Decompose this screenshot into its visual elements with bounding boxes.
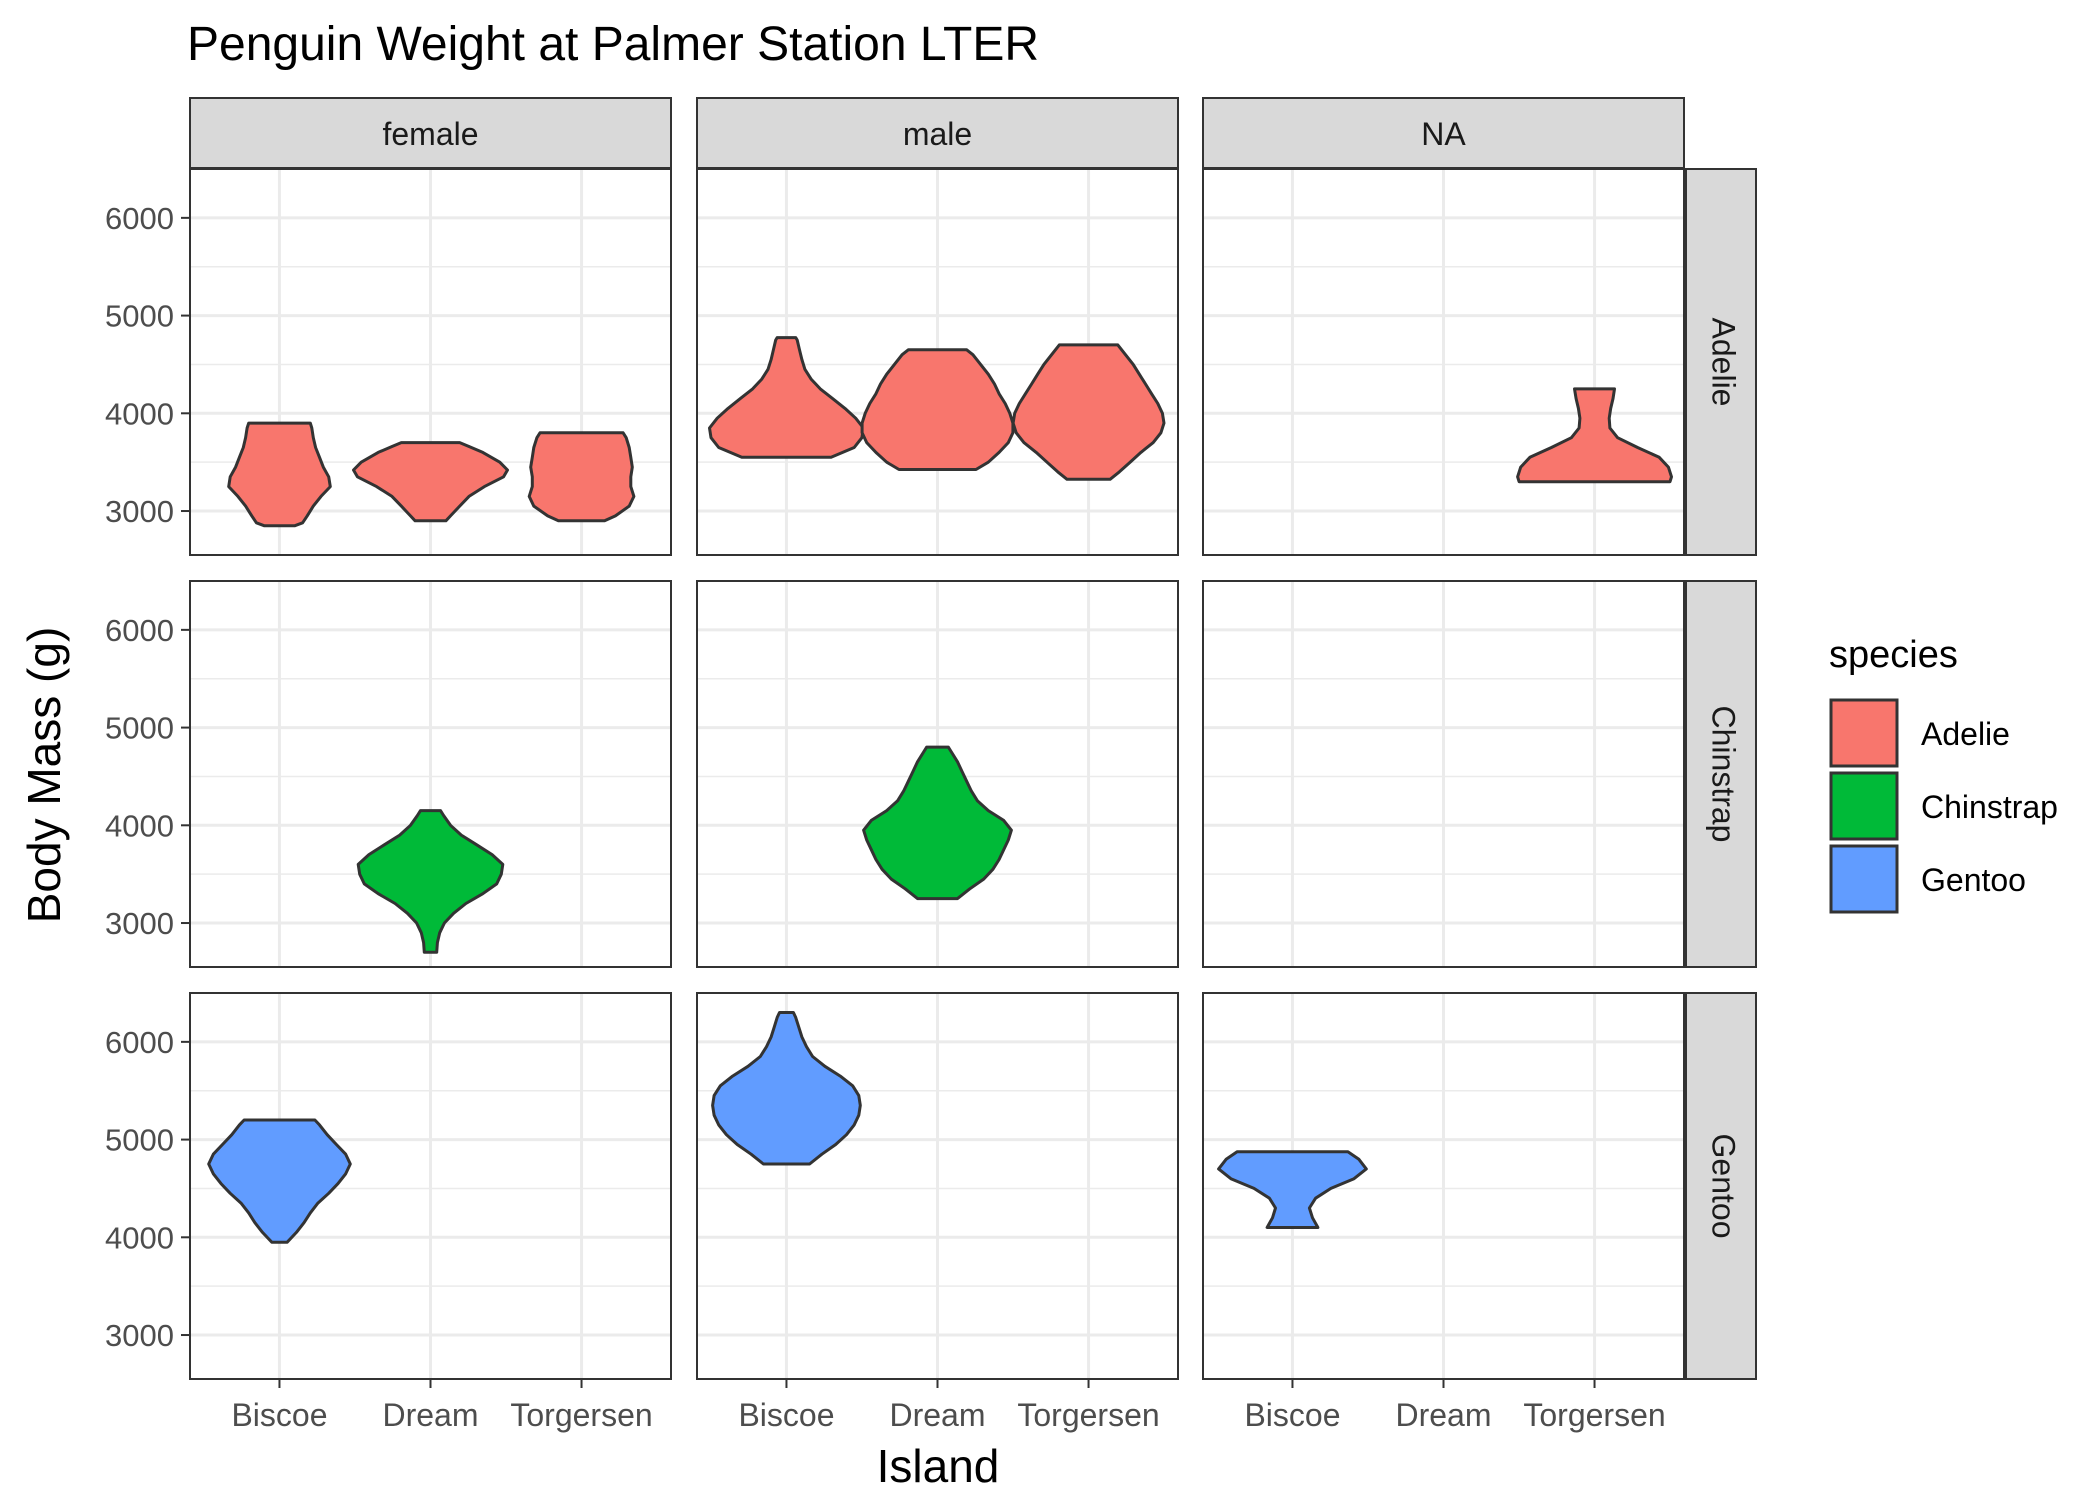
x-tick-label-male-biscoe: Biscoe xyxy=(738,1397,834,1433)
strip-label-gentoo: Gentoo xyxy=(1706,1134,1742,1239)
x-tick-label-female-biscoe: Biscoe xyxy=(231,1397,327,1433)
violin-female-adelie-torgersen xyxy=(527,431,636,523)
strip-label-female: female xyxy=(382,116,478,152)
strip-label-na: NA xyxy=(1421,116,1466,152)
strip-chinstrap-bg xyxy=(1685,580,1757,968)
y-tick-label-chinstrap-5000: 5000 xyxy=(105,711,174,746)
legend: species Adelie Chinstrap Gentoo xyxy=(1829,634,2058,914)
violin-male-adelie-torgersen xyxy=(1011,343,1166,481)
x-tick-label-na-biscoe: Biscoe xyxy=(1244,1397,1340,1433)
y-tick-label-chinstrap-6000: 6000 xyxy=(105,613,174,648)
strip-adelie-bg xyxy=(1685,168,1757,556)
legend-key-chinstrap xyxy=(1829,771,1899,841)
violin-na-gentoo-biscoe xyxy=(1217,1150,1368,1229)
legend-key-adelie xyxy=(1829,698,1899,768)
x-tick-label-male-dream: Dream xyxy=(889,1397,985,1433)
legend-key-gentoo xyxy=(1829,844,1899,914)
y-tick-label-chinstrap-4000: 4000 xyxy=(105,808,174,843)
legend-items: Adelie Chinstrap Gentoo xyxy=(1829,698,2058,914)
violin-male-adelie-biscoe xyxy=(708,336,865,459)
y-tick-label-gentoo-6000: 6000 xyxy=(105,1025,174,1060)
y-tick-label-gentoo-3000: 3000 xyxy=(105,1318,174,1353)
x-tick-label-na-torgersen: Torgersen xyxy=(1523,1397,1665,1433)
panel-na-chinstrap xyxy=(1202,580,1685,968)
violin-female-adelie-dream xyxy=(352,441,509,523)
violin-male-chinstrap-dream xyxy=(862,745,1013,901)
panel-border xyxy=(1202,580,1685,968)
legend-label-gentoo: Gentoo xyxy=(1921,862,2026,898)
y-tick-label-gentoo-5000: 5000 xyxy=(105,1123,174,1158)
strip-na-bg xyxy=(1202,97,1685,169)
y-tick-label-gentoo-4000: 4000 xyxy=(105,1220,174,1255)
panel-na-adelie xyxy=(1202,168,1685,556)
x-axis-label: Island xyxy=(877,1440,1000,1492)
x-tick-label-male-torgersen: Torgersen xyxy=(1017,1397,1159,1433)
y-tick-label-adelie-3000: 3000 xyxy=(105,494,174,529)
y-tick-label-chinstrap-3000: 3000 xyxy=(105,906,174,941)
violins-layer xyxy=(207,336,1673,1244)
legend-label-chinstrap: Chinstrap xyxy=(1921,789,2058,825)
legend-title: species xyxy=(1829,634,1958,676)
strip-label-adelie: Adelie xyxy=(1706,318,1742,407)
y-tick-label-adelie-6000: 6000 xyxy=(105,201,174,236)
legend-label-adelie: Adelie xyxy=(1921,716,2010,752)
x-tick-label-female-dream: Dream xyxy=(382,1397,478,1433)
violin-female-adelie-biscoe xyxy=(227,421,332,528)
chart-title: Penguin Weight at Palmer Station LTER xyxy=(187,18,1039,71)
strip-female-bg xyxy=(189,97,672,169)
violin-na-adelie-torgersen xyxy=(1516,387,1673,484)
y-tick-label-adelie-4000: 4000 xyxy=(105,396,174,431)
axes-layer: 3000 4000 5000 6000 3000 4000 5000 6000 3000 4000… xyxy=(105,201,1666,1433)
panel-border xyxy=(1202,168,1685,556)
panel-border xyxy=(696,168,1179,556)
panel-border xyxy=(189,580,672,968)
y-axis-label: Body Mass (g) xyxy=(18,627,70,924)
panels-layer: female male NA Adelie Chinstrap Gentoo xyxy=(189,97,1757,1380)
y-tick-label-adelie-5000: 5000 xyxy=(105,299,174,334)
x-tick-label-female-torgersen: Torgersen xyxy=(510,1397,652,1433)
strip-gentoo-bg xyxy=(1685,992,1757,1380)
strip-male-bg xyxy=(696,97,1179,169)
violin-female-chinstrap-dream xyxy=(356,809,505,954)
panel-border xyxy=(189,168,672,556)
violin-male-gentoo-biscoe xyxy=(711,1011,862,1166)
x-tick-label-na-dream: Dream xyxy=(1395,1397,1491,1433)
panel-border xyxy=(696,580,1179,968)
strip-label-male: male xyxy=(903,116,972,152)
violin-female-gentoo-biscoe xyxy=(207,1118,352,1244)
strip-label-chinstrap: Chinstrap xyxy=(1706,706,1742,843)
